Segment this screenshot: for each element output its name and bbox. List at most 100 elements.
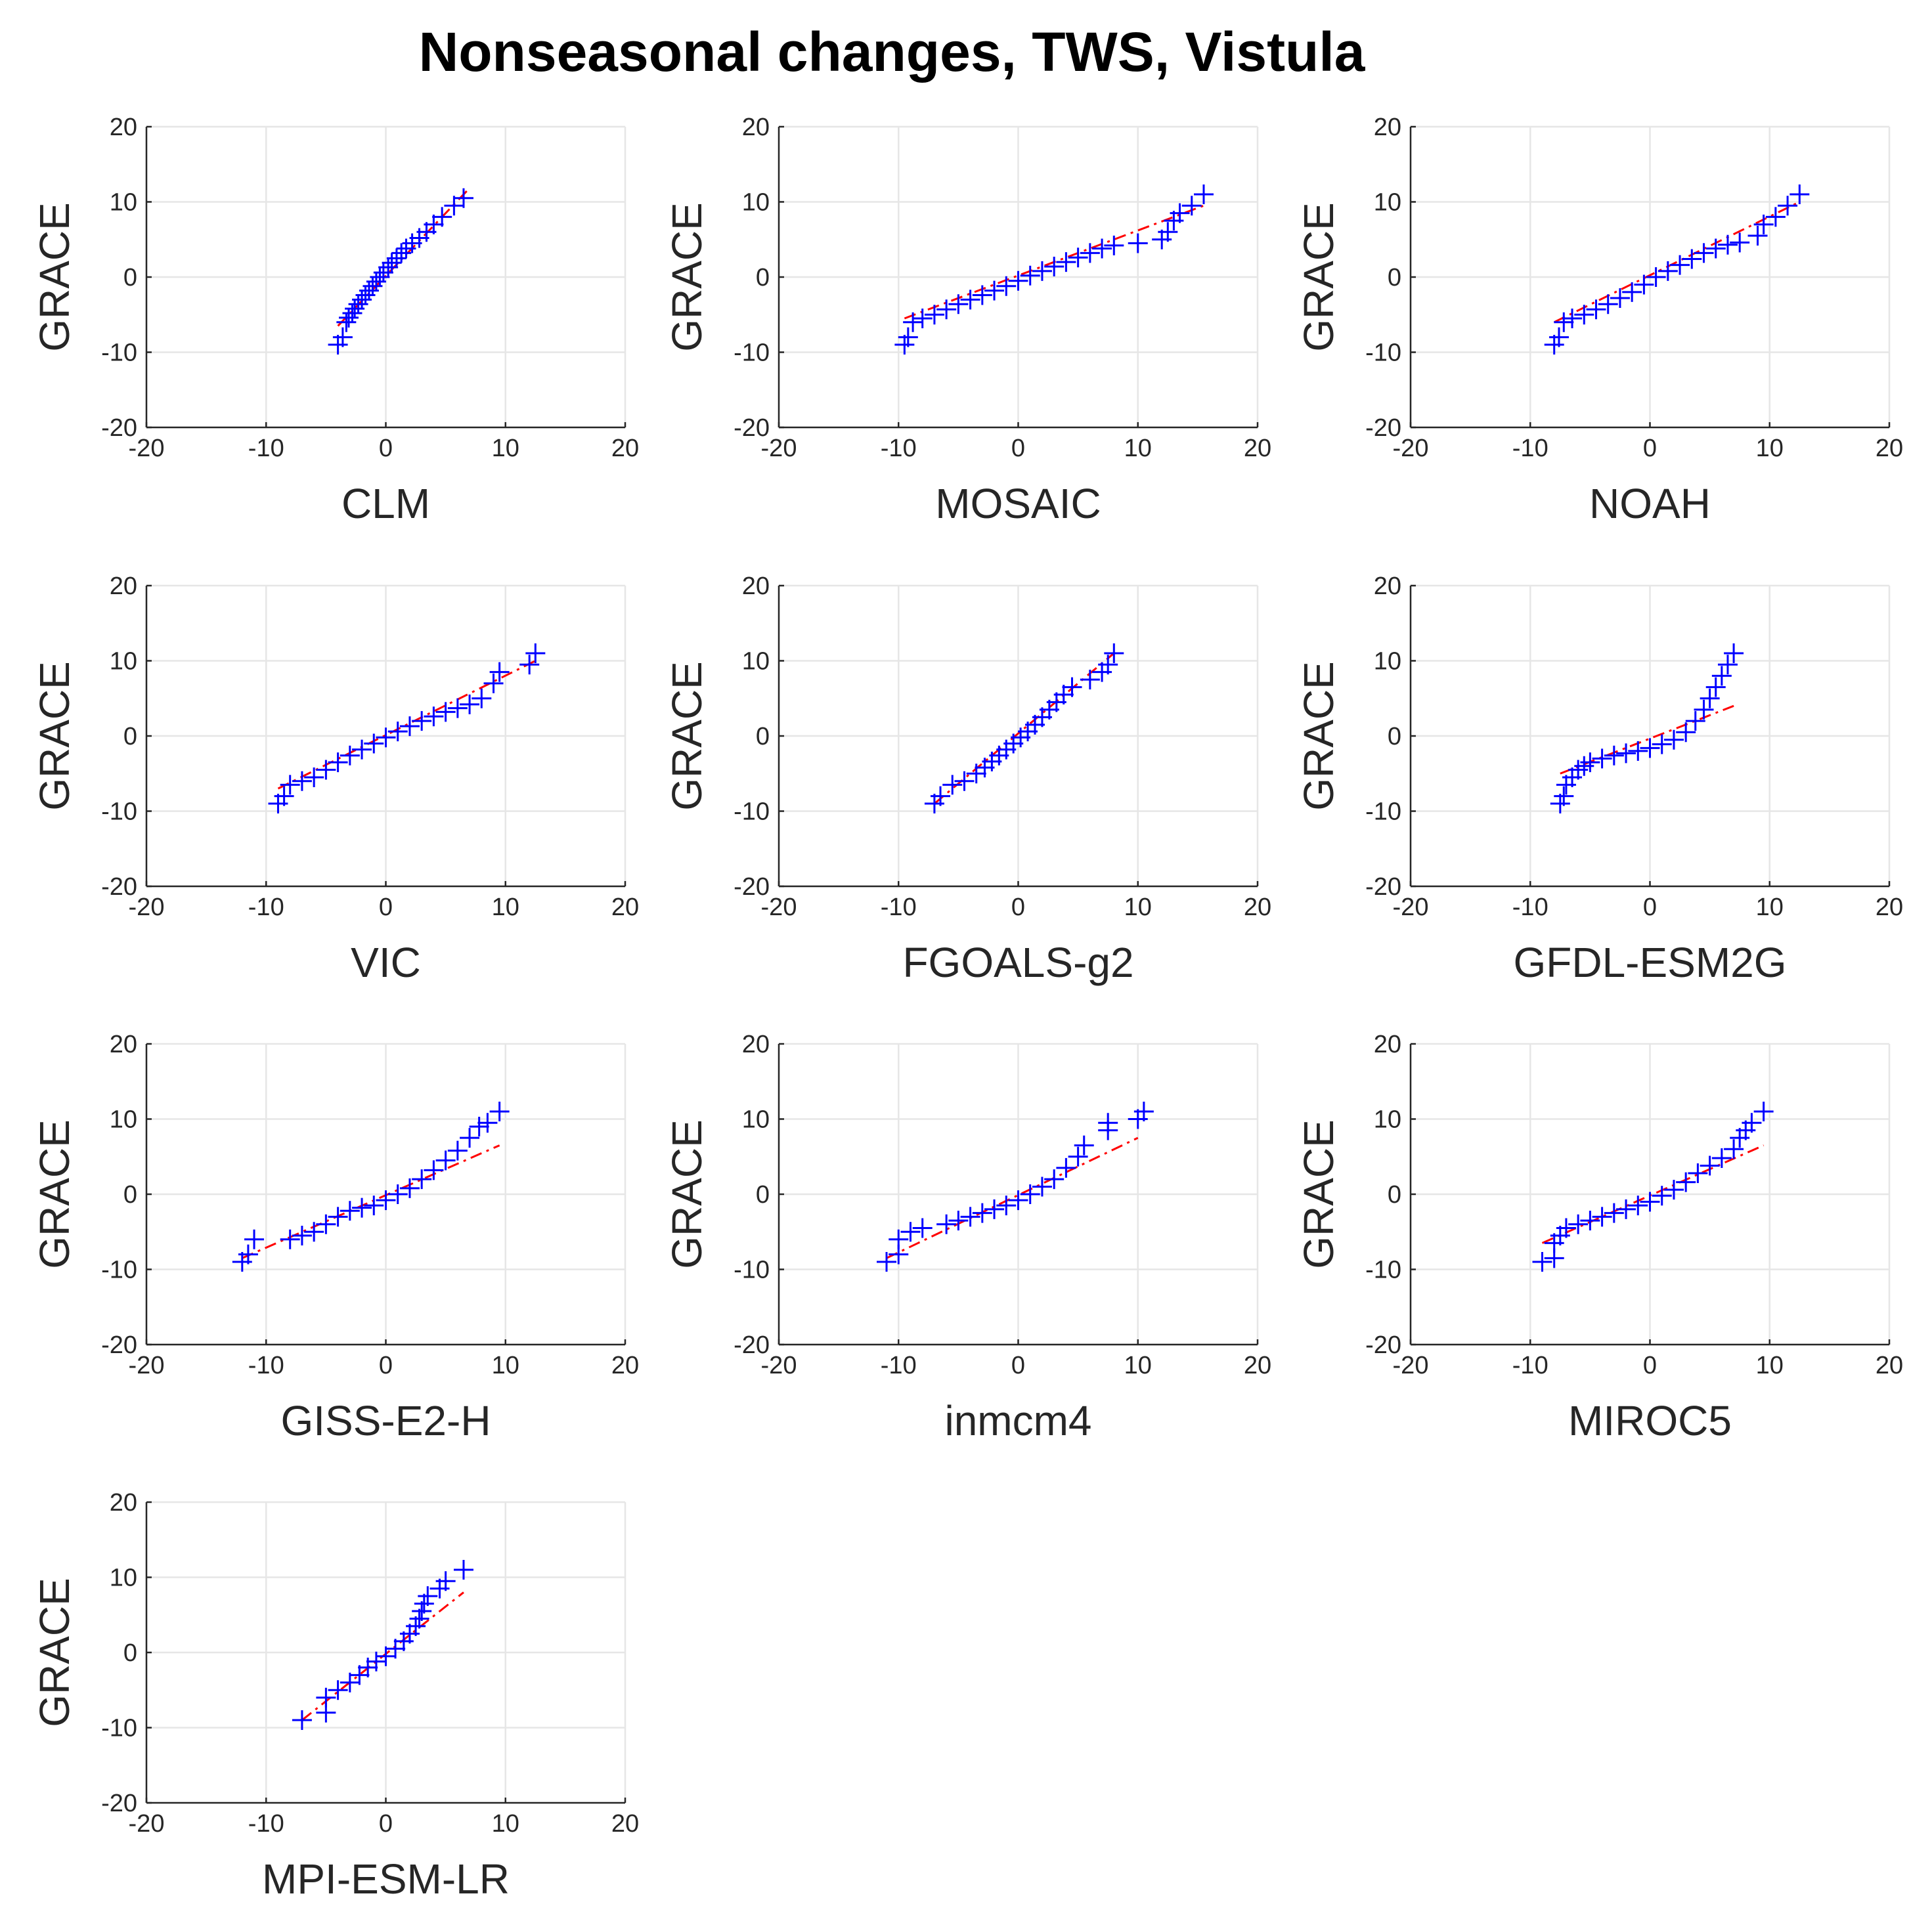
y-tick-label: -10 <box>1365 1257 1401 1284</box>
x-tick-label: 10 <box>1756 894 1784 921</box>
data-point <box>1586 299 1606 320</box>
data-point <box>1092 238 1112 259</box>
data-point <box>489 662 510 682</box>
y-tick-label: -10 <box>101 339 137 367</box>
data-point <box>984 1199 1005 1219</box>
data-point <box>316 760 336 780</box>
data-point <box>328 752 348 773</box>
x-tick-label: 20 <box>611 435 639 462</box>
data-point <box>370 267 390 287</box>
data-point <box>1080 243 1100 263</box>
data-point <box>1634 274 1654 295</box>
fit-line <box>886 1136 1139 1259</box>
subplot-mosaic: -20 -10 0 10 20 -20 -10 0 10 20 MOSAIC GRACE <box>663 114 1271 527</box>
y-tick-label: -20 <box>101 1790 137 1817</box>
data-point <box>453 1560 473 1580</box>
data-point <box>1554 312 1574 332</box>
y-tick-label: 20 <box>1374 114 1401 141</box>
data-point <box>1705 238 1726 259</box>
data-point <box>1580 1211 1600 1231</box>
data-point <box>1711 666 1732 686</box>
figure-title: Nonseasonal changes, TWS, Vistula <box>419 21 1366 83</box>
data-point <box>1604 1203 1624 1223</box>
y-tick-label: 20 <box>742 114 770 141</box>
y-tick-label: 20 <box>742 572 770 600</box>
subplot-noah: -20 -10 0 10 20 -20 -10 0 10 20 NOAH GRACE <box>1295 114 1903 527</box>
data-point <box>280 775 300 795</box>
data-point <box>1694 699 1714 720</box>
data-point <box>1670 255 1690 275</box>
y-tick-label: 10 <box>110 648 137 676</box>
y-tick-label: -20 <box>101 873 137 901</box>
y-tick-label: 0 <box>756 1181 770 1209</box>
data-point <box>1730 232 1750 253</box>
y-axis-label: GRACE <box>1295 202 1342 352</box>
x-tick-label: -20 <box>761 435 797 462</box>
data-point <box>469 1116 489 1136</box>
y-tick-label: 0 <box>123 1639 137 1667</box>
subplot-grid: -20 -10 0 10 20 -20 -10 0 10 20 CLM GRACE -20 -10 0 10 2… <box>31 114 1903 1903</box>
data-point <box>352 1198 372 1218</box>
data-point <box>238 1244 258 1264</box>
data-point <box>1181 196 1202 216</box>
data-point <box>900 1222 921 1242</box>
subplot-inmcm4: -20 -10 0 10 20 -20 -10 0 10 20 inmcm4 GRACE <box>663 1031 1271 1444</box>
data-point <box>292 1225 312 1245</box>
x-tick-label: -20 <box>129 1810 165 1838</box>
data-point <box>1062 677 1082 697</box>
x-tick-label: -20 <box>129 1352 165 1379</box>
data-point <box>1133 1102 1154 1122</box>
y-tick-label: 0 <box>1388 1181 1401 1209</box>
data-point <box>1574 305 1594 325</box>
data-point <box>432 207 452 227</box>
data-point <box>1628 1196 1648 1216</box>
y-tick-label: 20 <box>110 1031 137 1058</box>
data-point <box>942 775 963 795</box>
y-tick-label: -10 <box>734 339 770 367</box>
data-point <box>382 253 402 273</box>
data-point <box>1700 1155 1720 1176</box>
data-point <box>1778 196 1798 216</box>
data-point <box>412 711 432 731</box>
data-point <box>1592 748 1612 769</box>
data-point <box>1098 1113 1118 1133</box>
y-tick-label: 10 <box>110 1106 137 1134</box>
x-axis-label: CLM <box>341 480 430 527</box>
data-point <box>304 1222 324 1242</box>
data-point <box>340 745 360 766</box>
y-axis-label: GRACE <box>663 1119 711 1269</box>
data-point <box>244 1229 265 1249</box>
data-point <box>477 1113 498 1133</box>
data-point <box>412 1169 432 1190</box>
x-tick-label: -10 <box>881 1352 917 1379</box>
y-tick-label: -20 <box>734 1331 770 1359</box>
data-point <box>1580 752 1600 773</box>
data-point <box>1068 1146 1088 1167</box>
data-point <box>399 1178 420 1198</box>
y-axis-label: GRACE <box>1295 1119 1342 1269</box>
y-tick-label: -10 <box>101 1257 137 1284</box>
data-point <box>1640 1192 1660 1212</box>
data-point <box>912 1218 933 1238</box>
x-tick-label: -20 <box>1393 435 1429 462</box>
x-tick-label: 0 <box>379 1352 393 1379</box>
data-point <box>447 698 468 718</box>
data-point <box>387 1184 408 1204</box>
y-tick-label: 0 <box>123 264 137 291</box>
data-point <box>328 1207 348 1227</box>
data-point <box>936 1214 957 1234</box>
data-point <box>1688 1163 1708 1183</box>
data-point <box>280 1229 300 1249</box>
subplot-clm: -20 -10 0 10 20 -20 -10 0 10 20 CLM GRACE <box>31 114 639 527</box>
x-tick-label: -20 <box>1393 1352 1429 1379</box>
y-tick-label: -10 <box>101 1715 137 1742</box>
x-tick-label: 10 <box>492 894 519 921</box>
y-tick-label: -20 <box>734 873 770 901</box>
data-point <box>340 1201 360 1221</box>
y-axis-label: GRACE <box>663 661 711 811</box>
data-point <box>1598 294 1618 314</box>
x-axis-label: NOAH <box>1589 480 1711 527</box>
y-axis-label: GRACE <box>663 202 711 352</box>
fit-line <box>933 652 1115 805</box>
data-point <box>936 299 957 320</box>
